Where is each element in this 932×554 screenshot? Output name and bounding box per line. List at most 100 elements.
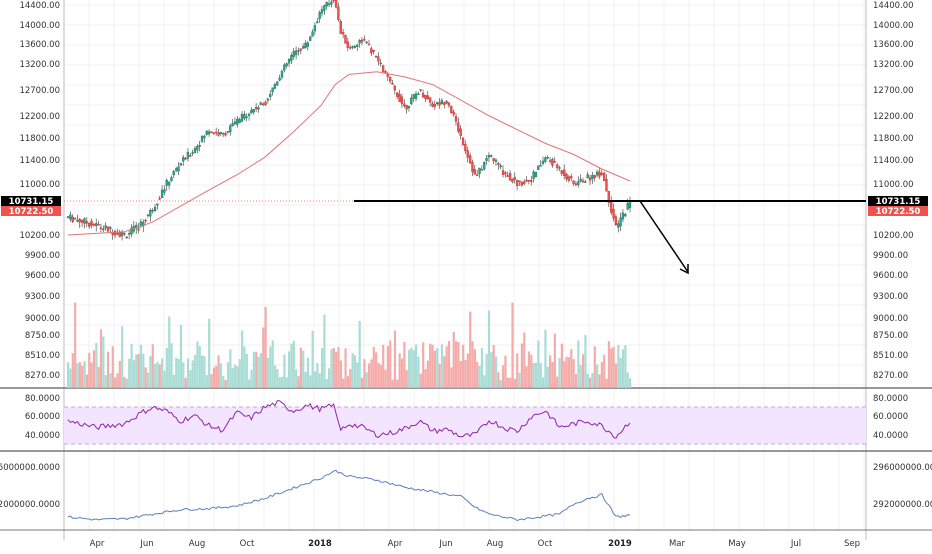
rsi-polyline bbox=[67, 400, 631, 439]
volume-bar bbox=[389, 340, 392, 388]
candle-body bbox=[555, 164, 559, 168]
x-tick-label: Jun bbox=[139, 539, 153, 549]
candle-body bbox=[130, 227, 133, 235]
candle-body bbox=[318, 12, 321, 19]
volume-bar bbox=[558, 357, 561, 388]
candle-body bbox=[405, 105, 408, 110]
volume-bar bbox=[447, 341, 451, 388]
candle-body bbox=[492, 158, 495, 161]
left-volume-tick: 8750.00 bbox=[25, 331, 60, 341]
candle-body bbox=[501, 170, 505, 175]
volume-bar bbox=[579, 364, 582, 388]
candle-body bbox=[567, 176, 571, 181]
candle-body bbox=[212, 132, 215, 134]
candle-body bbox=[537, 165, 540, 170]
volume-bar bbox=[71, 353, 74, 388]
candle-body bbox=[570, 176, 573, 179]
candle-body bbox=[452, 111, 455, 115]
volume-bar bbox=[431, 344, 434, 388]
candle-body bbox=[424, 94, 427, 99]
volume-bar bbox=[102, 336, 105, 388]
current-price-label-left-bg bbox=[1, 195, 61, 206]
candle-body bbox=[196, 146, 199, 151]
volume-bar bbox=[130, 343, 133, 388]
right-price-tick: 14000.00 bbox=[873, 21, 914, 31]
volume-bar bbox=[250, 369, 253, 388]
candle-body bbox=[250, 109, 253, 114]
candle-body bbox=[530, 180, 533, 182]
volume-bar bbox=[168, 316, 171, 388]
candle-body bbox=[577, 181, 580, 186]
volume-bar bbox=[509, 377, 512, 388]
volume-bar bbox=[196, 341, 199, 388]
candle-body bbox=[356, 44, 359, 47]
volume-bar bbox=[360, 377, 364, 388]
candle-body bbox=[264, 101, 267, 105]
candle-body bbox=[485, 157, 488, 161]
left-obv-tick: 292000000.0000 bbox=[0, 500, 60, 510]
volume-bar bbox=[471, 341, 474, 388]
x-axis: Apr Jun Aug Oct 2018 Apr Jun Aug Oct 2019 Mar May Ju… bbox=[90, 539, 860, 549]
volume-bar bbox=[534, 362, 538, 388]
volume-bar bbox=[238, 359, 241, 388]
candle-body bbox=[384, 71, 387, 73]
candle-body bbox=[457, 122, 460, 132]
volume-bar bbox=[605, 378, 608, 388]
candle-body bbox=[200, 135, 204, 142]
left-price-tick: 13200.00 bbox=[19, 60, 60, 70]
candle-body bbox=[518, 180, 521, 182]
candle-body bbox=[257, 107, 260, 110]
volume-bar bbox=[598, 374, 601, 388]
volume-bar bbox=[92, 350, 96, 388]
current-price-label-left: 10731.15 bbox=[9, 197, 54, 207]
candle-body bbox=[600, 172, 603, 175]
candle-body bbox=[294, 50, 298, 56]
volume-bar bbox=[344, 348, 347, 388]
candle-body bbox=[436, 102, 439, 105]
candle-body bbox=[372, 50, 375, 52]
volume-bar bbox=[172, 374, 176, 388]
volume-bar bbox=[161, 358, 164, 388]
candle-body bbox=[574, 183, 578, 185]
right-rsi-tick: 40.0000 bbox=[873, 431, 908, 441]
candle-body bbox=[588, 177, 592, 181]
volume-bar bbox=[104, 374, 107, 388]
volume-bar bbox=[433, 350, 437, 388]
volume-bar bbox=[438, 363, 441, 388]
candle-body bbox=[391, 82, 394, 85]
volume-bar bbox=[574, 374, 578, 388]
volume-bar bbox=[231, 367, 234, 388]
volume-bar bbox=[269, 346, 272, 388]
candle-body bbox=[276, 81, 279, 86]
volume-bar bbox=[151, 344, 154, 388]
candle-body bbox=[153, 206, 157, 212]
right-rsi-tick: 60.0000 bbox=[873, 412, 908, 422]
volume-bars bbox=[67, 302, 632, 388]
candle-body bbox=[341, 32, 345, 35]
volume-bar bbox=[629, 378, 632, 388]
volume-bar bbox=[487, 310, 491, 388]
volume-bar bbox=[335, 351, 338, 388]
candle-body bbox=[367, 43, 371, 46]
candle-body bbox=[624, 213, 627, 217]
candle-body bbox=[254, 107, 258, 110]
candle-body bbox=[494, 159, 498, 162]
candle-body bbox=[222, 133, 225, 135]
right-price-tick: 11400.00 bbox=[873, 156, 914, 166]
volume-bar bbox=[572, 359, 575, 388]
volume-bar bbox=[567, 357, 571, 388]
candle-body bbox=[151, 210, 154, 212]
candle-body bbox=[473, 169, 476, 175]
volume-bar bbox=[415, 344, 418, 388]
candle-body bbox=[412, 94, 415, 99]
left-price-tick: 11800.00 bbox=[19, 134, 60, 144]
volume-bar bbox=[603, 354, 606, 388]
candle-body bbox=[175, 168, 178, 171]
volume-bar bbox=[485, 353, 488, 388]
candle-body bbox=[565, 173, 568, 180]
candle-body bbox=[379, 62, 382, 65]
volume-bar bbox=[280, 376, 284, 388]
volume-bar bbox=[346, 376, 350, 388]
candle-body bbox=[581, 180, 585, 183]
